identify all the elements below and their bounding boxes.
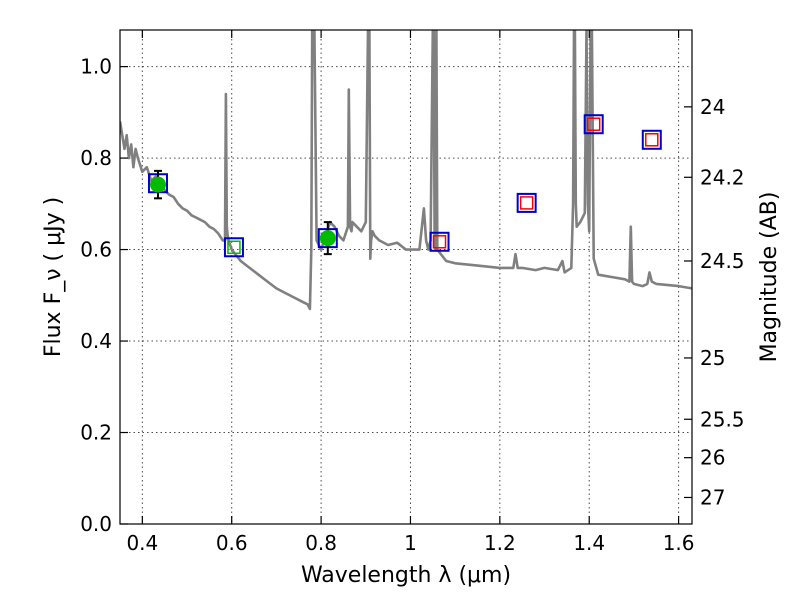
model-flux-marker (583, 114, 604, 135)
x-axis-label: Wavelength λ (μm) (301, 563, 511, 588)
model-flux-marker (516, 192, 537, 213)
observed-flux-open-marker (432, 235, 447, 249)
right-tick-label: 24.5 (700, 249, 745, 273)
observed-flux-open-marker (519, 196, 534, 210)
observed-flux-open-marker (227, 240, 241, 255)
y-tick-label: 0.6 (80, 238, 112, 262)
axis-ticks: 0.4 0.6 0.8 1 1.2 1.4 1.6 0.0 0.2 0.4 0.6 0.8 1.0 24 2… (80, 30, 745, 555)
model-flux-marker (223, 237, 244, 258)
x-tick-label: 0.8 (305, 531, 337, 555)
x-tick-label: 1.2 (484, 531, 516, 555)
model-flux-marker (641, 129, 662, 150)
x-tick-label: 0.4 (126, 531, 158, 555)
y-tick-label: 0.0 (80, 512, 112, 536)
right-tick-label: 24 (700, 95, 725, 119)
plot-area (120, 30, 692, 311)
model-spectrum-line (120, 30, 692, 311)
model-flux-marker (429, 231, 450, 252)
x-tick-label: 1 (404, 531, 417, 555)
observed-flux-point (149, 176, 166, 193)
y-axis-label: Flux F_ν ( μJy ) (41, 197, 66, 357)
y-tick-label: 0.8 (80, 146, 112, 170)
right-tick-label: 24.2 (700, 165, 745, 189)
right-tick-label: 26 (700, 446, 725, 470)
x-tick-label: 1.6 (663, 531, 695, 555)
y-tick-label: 0.2 (80, 421, 112, 445)
y-tick-label: 1.0 (80, 55, 112, 79)
observed-flux-open-marker (645, 133, 659, 147)
photometry-markers (147, 114, 662, 258)
right-tick-label: 25.5 (700, 407, 745, 431)
observed-flux-point (319, 230, 336, 247)
y-tick-label: 0.4 (80, 329, 112, 353)
x-tick-label: 1.4 (573, 531, 605, 555)
right-tick-label: 25 (700, 346, 725, 370)
plot-frame (119, 29, 693, 525)
right-axis-label: Magnitude (AB) (757, 192, 782, 363)
right-tick-label: 27 (700, 485, 725, 509)
observed-flux-open-marker (586, 117, 601, 131)
x-tick-label: 0.6 (216, 531, 248, 555)
